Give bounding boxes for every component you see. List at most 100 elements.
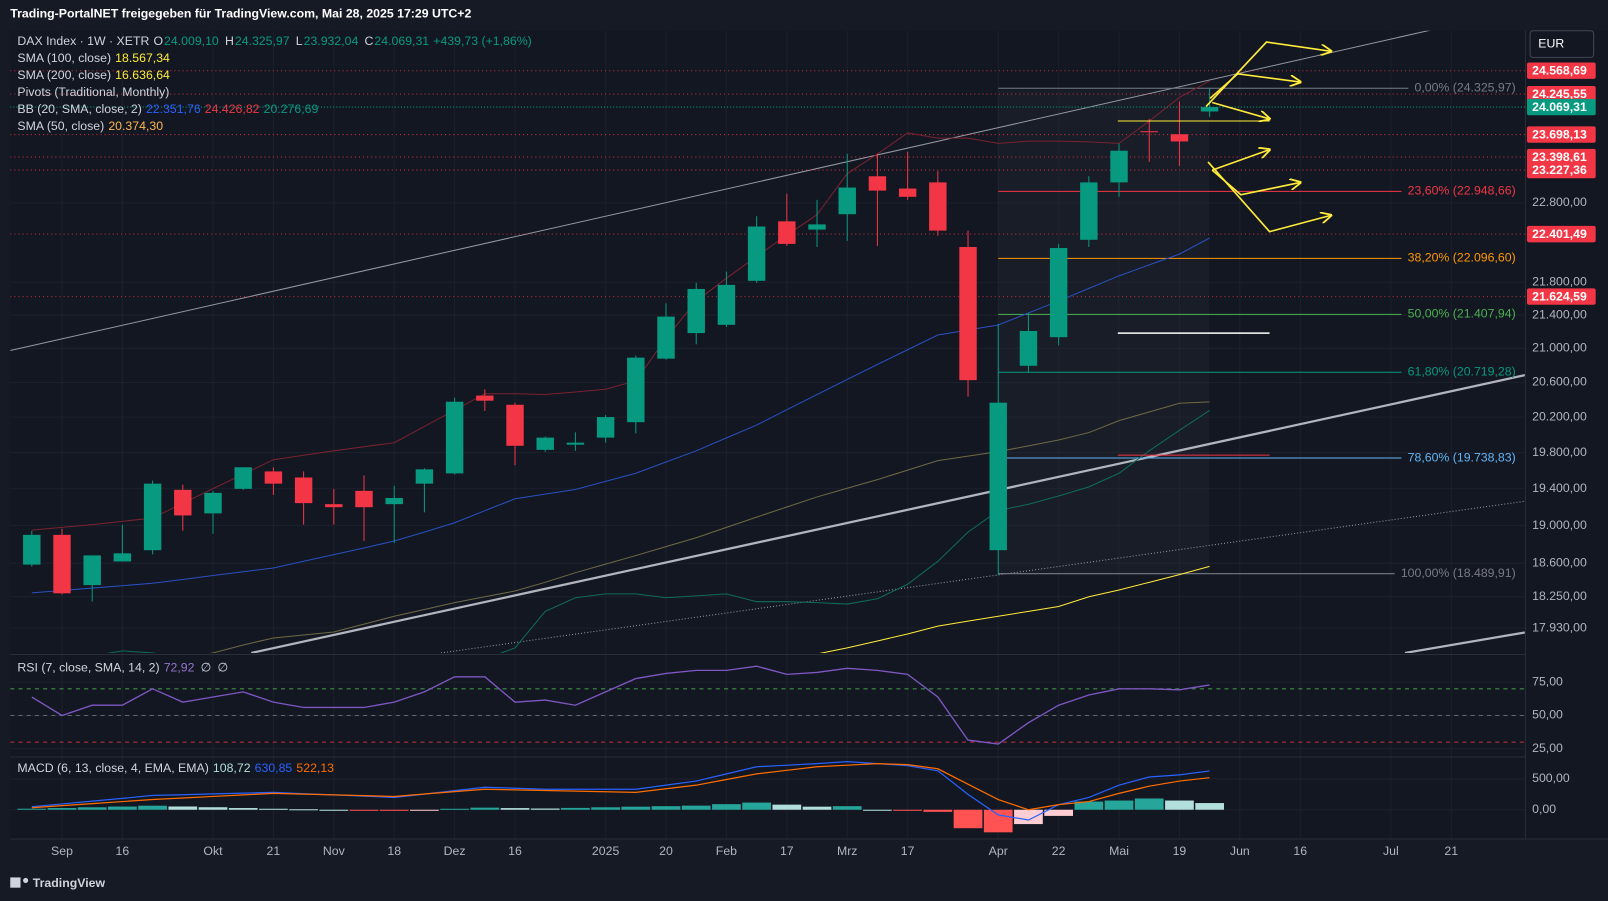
price-badge — [1526, 126, 1596, 143]
legend-row: BB (20, SMA, close, 2) 22.351,76 24.426,82… — [17, 102, 318, 116]
candle-body — [506, 404, 524, 446]
legend-value: L — [296, 34, 303, 48]
legend-name: BB (20, SMA, close, 2) — [17, 102, 141, 116]
candle-body — [596, 417, 615, 438]
candle-body — [415, 469, 434, 484]
macd-histogram-bar — [561, 807, 590, 810]
macd-histogram-bar — [349, 809, 379, 811]
legend-value: 24.009,10 — [164, 34, 219, 48]
scenario-arrows — [1205, 41, 1331, 233]
currency-box[interactable] — [1529, 30, 1595, 58]
candle-body — [778, 221, 796, 244]
macd-histogram-bar — [108, 806, 137, 810]
overlay-line — [106, 409, 1210, 653]
macd-histogram-bar — [1044, 809, 1073, 816]
axes: 22.800,00 21.800,00 21.400,00 21.000,00 20.6… — [51, 62, 1596, 858]
macd-histogram-bar — [953, 809, 983, 829]
candle-body — [143, 483, 162, 551]
trendline — [440, 500, 1525, 653]
macd-histogram-bar — [802, 806, 832, 810]
legend-name: RSI (7, close, SMA, 14, 2) — [17, 661, 159, 675]
x-tick-label: Nov — [323, 844, 346, 858]
legend-row: SMA (200, close) 16.636,64 — [17, 68, 170, 82]
fib-label: 50,00% (21.407,94) — [1408, 307, 1516, 321]
currency[interactable]: EUR — [1538, 36, 1564, 50]
legend-value: 24.325,97 — [235, 34, 290, 48]
macd-histogram-bar — [1074, 801, 1104, 810]
candle-body — [1170, 134, 1189, 142]
candle-body — [1080, 182, 1098, 240]
macd-histogram-bar — [530, 808, 560, 810]
candle-body — [1019, 330, 1038, 366]
y-tick-label: 18.600,00 — [1532, 555, 1587, 569]
y-tick-label: 75,00 — [1532, 674, 1563, 688]
candle-body — [657, 316, 675, 359]
y-tick-label: 21.400,00 — [1532, 307, 1587, 321]
candle-body — [627, 357, 645, 423]
x-tick-label: Feb — [716, 844, 737, 858]
candle-body — [1049, 248, 1068, 338]
y-tick-label: 0,00 — [1532, 802, 1556, 816]
rsi-pane — [10, 665, 1525, 745]
x-tick-label: Mai — [1109, 844, 1129, 858]
macd-histogram-bar — [319, 809, 349, 811]
x-tick-label: Dez — [444, 844, 466, 858]
macd-histogram-bar — [1165, 800, 1194, 810]
candle-body — [868, 176, 887, 191]
legend-value: 22.351,76 — [146, 102, 201, 116]
macd-histogram-bar — [1195, 803, 1224, 810]
candle-body — [23, 534, 41, 565]
trendline — [251, 374, 1525, 653]
price-badge — [1526, 161, 1596, 179]
macd-pane — [17, 760, 1224, 833]
candle-body — [53, 534, 71, 594]
logo-mark — [23, 877, 29, 884]
x-tick-label: 21 — [267, 844, 281, 858]
x-tick-label: 16 — [1293, 844, 1307, 858]
y-tick-label: 19.800,00 — [1532, 445, 1587, 459]
legend-value: 20.276,69 — [264, 102, 319, 116]
legend-value: ∅ — [201, 661, 212, 675]
macd-histogram-bar — [712, 804, 741, 810]
candle-body — [747, 226, 766, 281]
y-tick-label: 21.800,00 — [1532, 275, 1587, 289]
legend-row: MACD (6, 13, close, 4, EMA, EMA) 108,72 63… — [17, 761, 334, 775]
legend-name: SMA (100, close) — [17, 51, 111, 65]
logo-mark — [10, 877, 21, 888]
legend-name: MACD (6, 13, close, 4, EMA, EMA) — [17, 761, 208, 775]
price-badge-label: 24.069,31 — [1532, 100, 1587, 114]
legend-row: SMA (100, close) 18.567,34 — [17, 51, 170, 65]
legend-value: 23.932,04 — [304, 34, 359, 48]
candle-body — [687, 288, 705, 334]
arrow — [1207, 161, 1331, 233]
x-tick-label: Mrz — [837, 844, 858, 858]
fib-label: 0,00% (24.325,97) — [1414, 81, 1515, 95]
legend: DAX Index · 1W · XETR O24.009,10 H24.325,9… — [17, 34, 531, 775]
arrow — [1209, 72, 1300, 100]
candle-body — [234, 467, 252, 489]
y-tick-label: 17.930,00 — [1532, 620, 1587, 634]
macd-histogram-bar — [198, 807, 228, 810]
macd-histogram-bar — [832, 806, 862, 810]
overlay-line — [31, 237, 1210, 594]
annotations — [1117, 41, 1331, 456]
fib-label: 38,20% (22.096,60) — [1408, 251, 1516, 265]
x-tick-label: 17 — [901, 844, 915, 858]
trendline — [10, 30, 1431, 352]
macd-histogram-bar — [591, 807, 620, 810]
candle-body — [717, 284, 736, 325]
y-tick-label: 22.800,00 — [1532, 195, 1587, 209]
y-tick-label: 20.200,00 — [1532, 409, 1587, 423]
price-badge — [1526, 62, 1596, 79]
legend-name: DAX Index · 1W · XETR — [17, 34, 149, 48]
legend-value: ∅ — [218, 661, 229, 675]
candle-body — [959, 247, 977, 381]
macd-histogram-bar — [470, 807, 500, 810]
legend-value: O — [153, 34, 163, 48]
candle-body — [83, 555, 101, 586]
macd-histogram-bar — [289, 809, 318, 811]
candle-body — [1200, 107, 1219, 112]
legend-value: 72,92 — [164, 661, 195, 675]
legend-value: 24.069,31 — [374, 34, 429, 48]
candle-body — [1140, 131, 1158, 133]
